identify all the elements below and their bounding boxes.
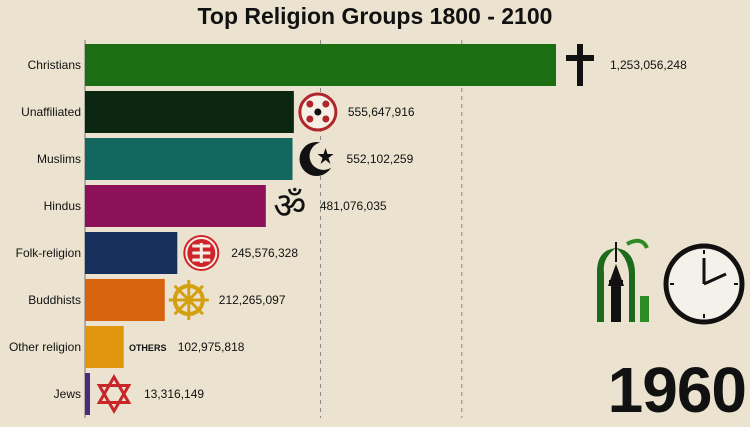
- category-label: Unaffiliated: [21, 105, 81, 119]
- value-label: 481,076,035: [320, 199, 387, 213]
- value-label: 245,576,328: [231, 246, 298, 260]
- bar-row: Jews 13,316,149: [54, 373, 204, 415]
- year-label: 1960: [607, 354, 747, 426]
- svg-text:ॐ: ॐ: [273, 186, 306, 227]
- bar-row: Folk-religion 245,576,328: [16, 232, 298, 274]
- bar-row: Other religion OTHERS 102,975,818: [9, 326, 245, 368]
- bars-layer: Christians 1,253,056,248 Unaffiliated 555,6…: [9, 44, 687, 415]
- category-label: Other religion: [9, 340, 81, 354]
- bar-row: Unaffiliated 555,647,916: [21, 91, 415, 133]
- star-of-david-icon: [96, 374, 132, 414]
- clock-icon: [663, 243, 745, 325]
- bar: [85, 138, 293, 180]
- value-label: 1,253,056,248: [610, 58, 687, 72]
- bar-row: Buddhists 212,265,097: [28, 279, 286, 321]
- unaffiliated-symbols-icon: [298, 92, 338, 132]
- value-label: 555,647,916: [348, 105, 415, 119]
- others-text: OTHERS: [129, 343, 167, 353]
- category-label: Folk-religion: [16, 246, 81, 260]
- category-label: Hindus: [44, 199, 81, 213]
- value-label: 13,316,149: [144, 387, 204, 401]
- bar: [85, 326, 124, 368]
- latin-cross-icon: [566, 44, 594, 86]
- category-label: Jews: [54, 387, 81, 401]
- bar: [85, 232, 178, 274]
- dharma-wheel-icon: [168, 280, 209, 320]
- value-label: 102,975,818: [178, 340, 245, 354]
- bar: [85, 91, 294, 133]
- bar-row: Christians 1,253,056,248: [28, 44, 687, 86]
- mosque-tower-clock-logo: [594, 236, 746, 326]
- crescent-star-icon: [299, 142, 338, 176]
- bar: [85, 279, 165, 321]
- bar-row: Muslims 552,102,259: [37, 138, 414, 180]
- bar-row: Hindus ॐ 481,076,035: [44, 185, 387, 227]
- value-label: 552,102,259: [347, 152, 414, 166]
- value-label: 212,265,097: [219, 293, 286, 307]
- om-icon: ॐ: [273, 186, 306, 227]
- category-label: Buddhists: [28, 293, 81, 307]
- category-label: Christians: [28, 58, 81, 72]
- mosque-tower-icon: [597, 238, 649, 322]
- folk-religion-icon: [183, 235, 220, 271]
- category-label: Muslims: [37, 152, 81, 166]
- bar: [85, 44, 556, 86]
- chart-title: Top Religion Groups 1800 - 2100: [197, 3, 553, 29]
- bar: [85, 185, 266, 227]
- others-icon-label: OTHERS: [129, 343, 167, 353]
- bar: [85, 373, 91, 415]
